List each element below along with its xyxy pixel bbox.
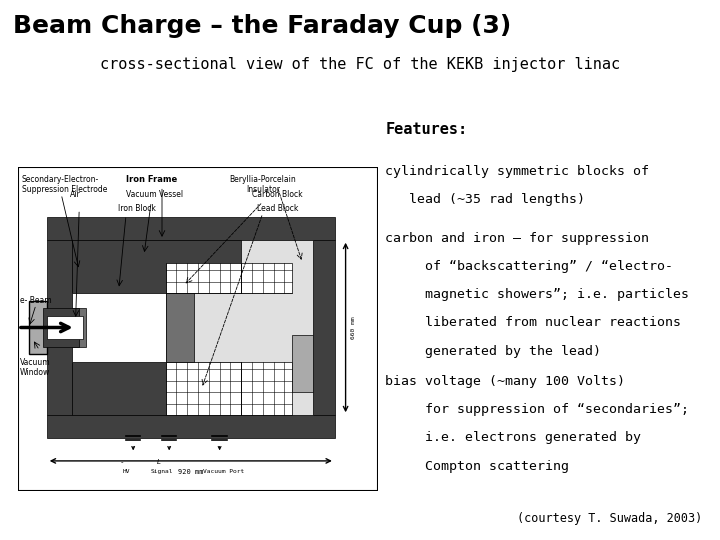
Text: Signal: Signal (150, 469, 174, 474)
Bar (72, 293, 166, 362)
Text: e- Beam: e- Beam (20, 295, 51, 305)
Bar (47, 240, 72, 415)
Bar (166, 293, 194, 362)
Text: Beam Charge – the Faraday Cup (3): Beam Charge – the Faraday Cup (3) (13, 14, 511, 37)
Bar (72, 308, 86, 347)
Bar (292, 335, 313, 392)
Text: HV: HV (122, 469, 130, 474)
Bar (72, 240, 241, 293)
Text: Carbon Block: Carbon Block (252, 190, 302, 199)
Text: L: L (156, 459, 161, 465)
Text: Compton scattering: Compton scattering (385, 460, 570, 472)
Text: bias voltage (~many 100 Volts): bias voltage (~many 100 Volts) (385, 375, 625, 388)
Bar (43, 308, 79, 347)
Text: Vacuum Port: Vacuum Port (202, 469, 244, 474)
Text: (courtesy T. Suwada, 2003): (courtesy T. Suwada, 2003) (517, 512, 702, 525)
Text: cross-sectional view of the FC of the KEKB injector linac: cross-sectional view of the FC of the KE… (100, 57, 620, 72)
Bar (313, 240, 335, 415)
Bar (241, 362, 292, 415)
Text: generated by the lead): generated by the lead) (385, 345, 601, 357)
Bar (47, 415, 335, 438)
Text: Secondary-Electron-
Suppression Electrode: Secondary-Electron- Suppression Electrod… (22, 175, 107, 194)
Text: carbon and iron – for suppression: carbon and iron – for suppression (385, 232, 649, 245)
Bar (166, 262, 241, 293)
Text: 920 mm: 920 mm (178, 469, 204, 475)
Bar (166, 362, 241, 415)
Text: Iron Block: Iron Block (118, 204, 156, 213)
Text: i.e. electrons generated by: i.e. electrons generated by (385, 431, 642, 444)
Text: cylindrically symmetric blocks of: cylindrically symmetric blocks of (385, 165, 649, 178)
Text: for suppression of “secondaries”;: for suppression of “secondaries”; (385, 403, 689, 416)
Text: lead (~35 rad lengths): lead (~35 rad lengths) (385, 193, 585, 206)
Text: Beryllia-Porcelain
Insulator: Beryllia-Porcelain Insulator (230, 175, 296, 194)
Text: Lead Block: Lead Block (256, 204, 298, 213)
Text: 660 mm: 660 mm (351, 316, 356, 339)
Bar (72, 240, 313, 415)
Bar (47, 316, 83, 339)
Bar (29, 301, 47, 354)
Text: liberated from nuclear reactions: liberated from nuclear reactions (385, 316, 681, 329)
Text: -: - (121, 459, 124, 465)
Text: magnetic showers”; i.e. particles: magnetic showers”; i.e. particles (385, 288, 689, 301)
Text: Features:: Features: (385, 122, 467, 137)
Bar (241, 262, 292, 293)
Bar (72, 362, 241, 415)
Text: of “backscattering” / “electro-: of “backscattering” / “electro- (385, 260, 673, 273)
Bar (47, 217, 335, 240)
Text: Vacuum Vessel: Vacuum Vessel (126, 190, 184, 199)
Text: Air: Air (71, 190, 81, 199)
Text: Vacuum
Window: Vacuum Window (20, 358, 50, 377)
Text: Iron Frame: Iron Frame (125, 175, 177, 184)
